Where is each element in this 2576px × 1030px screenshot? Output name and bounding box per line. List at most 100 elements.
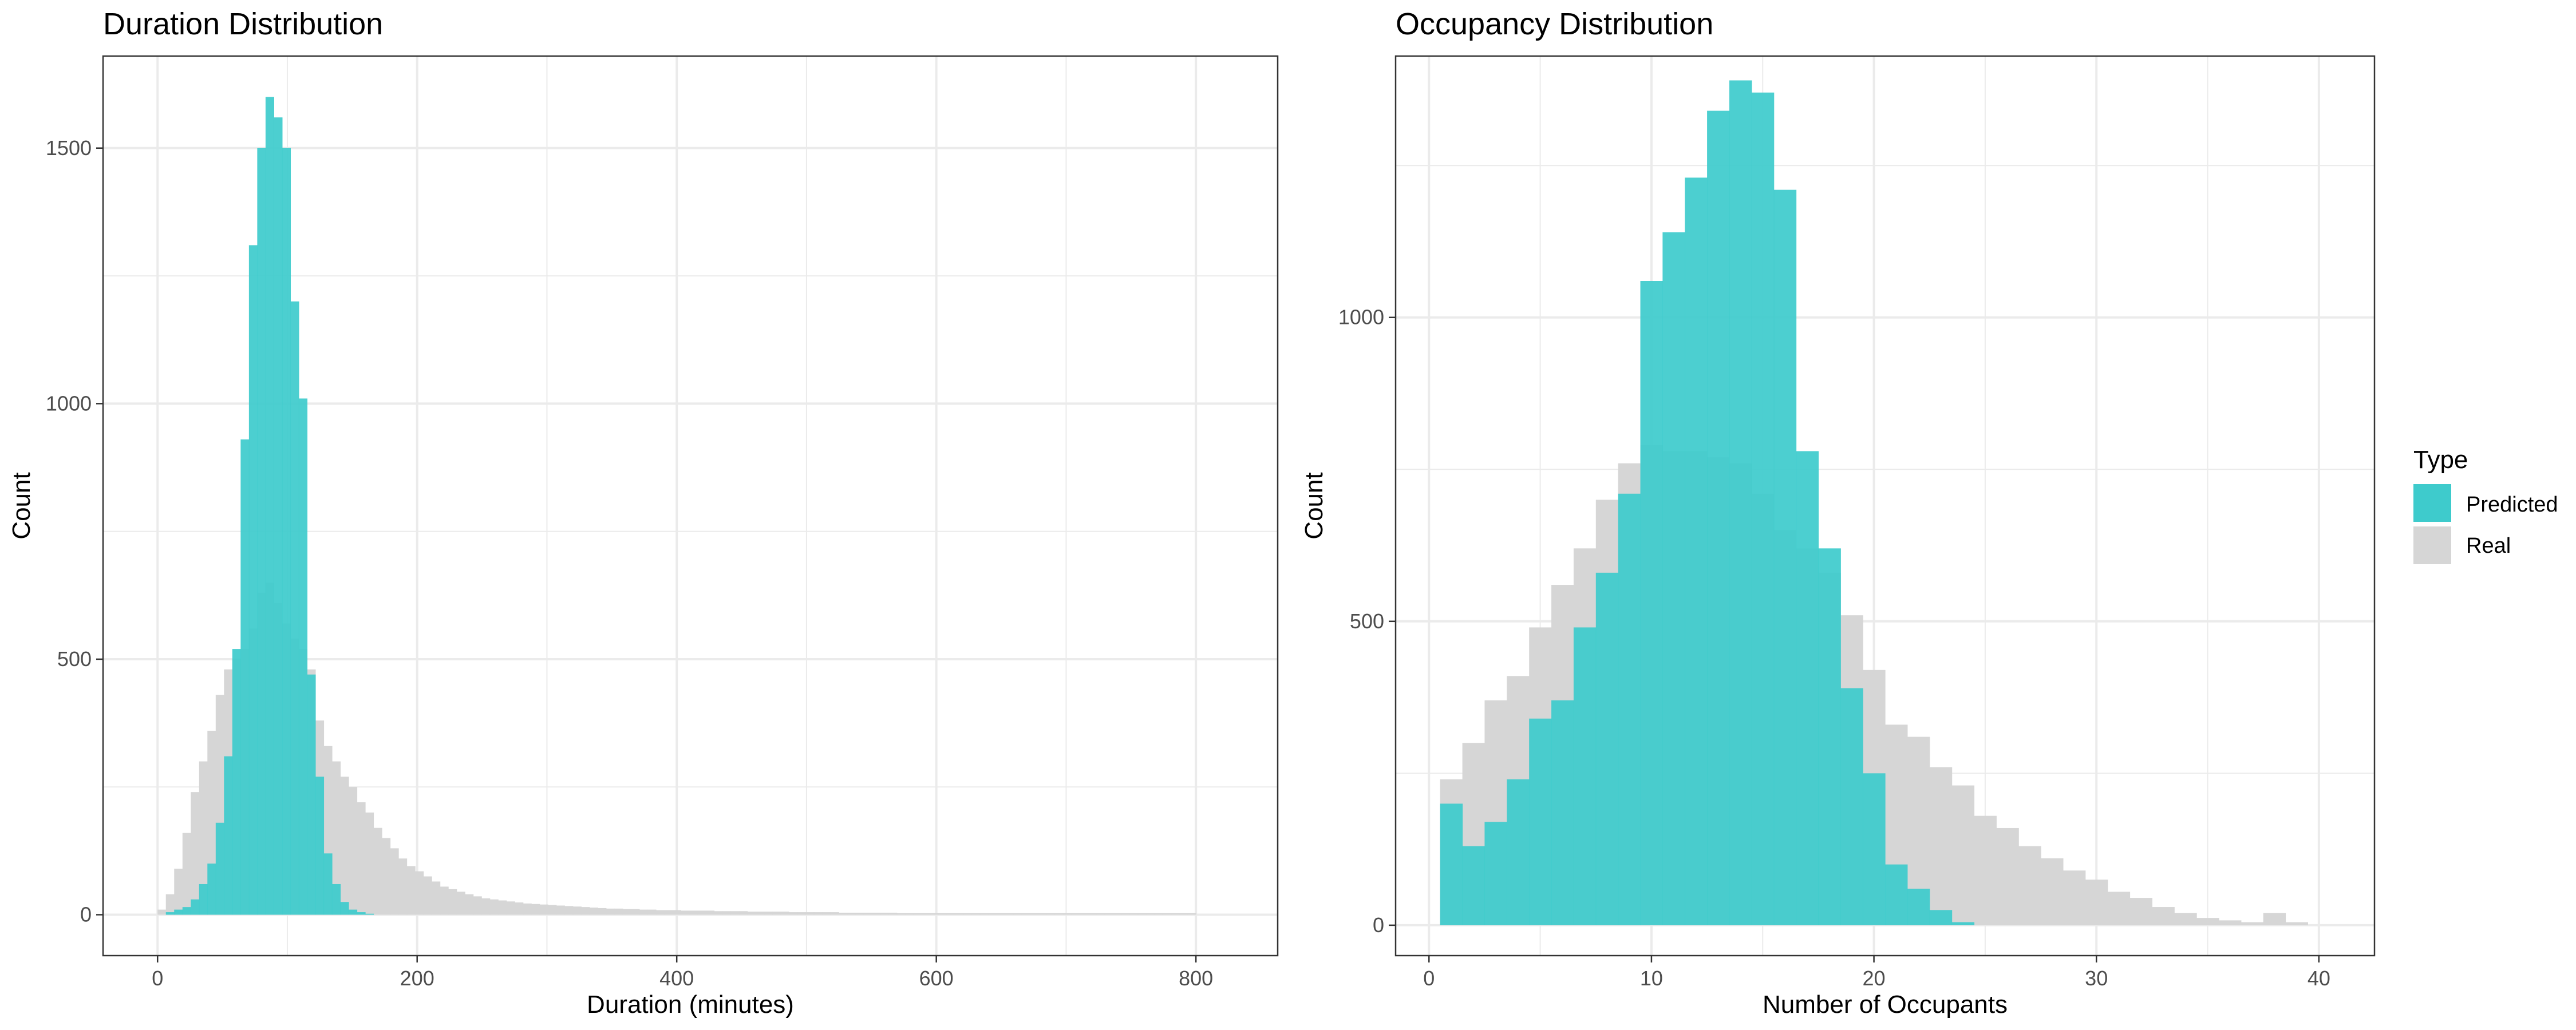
duration-real-bar <box>531 904 540 915</box>
duration-real-bar <box>1146 913 1155 915</box>
duration-real-bar <box>880 912 889 915</box>
occupancy-real-bar <box>2218 920 2242 925</box>
occupancy-predicted-bar <box>1729 80 1752 925</box>
duration-x-tick-label: 400 <box>659 966 694 990</box>
duration-real-bar <box>473 896 482 915</box>
duration-real-bar <box>705 910 715 915</box>
duration-real-bar <box>1071 913 1080 915</box>
duration-predicted-bar <box>174 909 183 915</box>
duration-real-bar <box>1137 913 1147 915</box>
duration-real-bar <box>1013 913 1022 915</box>
duration-real-bar <box>539 904 548 915</box>
occupancy-predicted-bar <box>1818 548 1841 925</box>
occupancy-predicted-bar <box>1484 822 1507 925</box>
duration-real-bar <box>772 912 781 915</box>
occupancy-predicted-bar <box>1662 232 1685 925</box>
occupancy-x-tick-label: 40 <box>2308 966 2330 990</box>
duration-real-bar <box>1121 913 1130 915</box>
duration-real-bar <box>955 913 964 915</box>
duration-predicted-bar <box>282 148 291 915</box>
duration-real-bar <box>714 911 723 915</box>
duration-real-bar <box>780 912 789 915</box>
occupancy-real-bar <box>2174 913 2197 925</box>
duration-real-bar <box>465 894 474 915</box>
occupancy-predicted-bar <box>1507 779 1530 925</box>
duration-real-bar <box>506 901 515 915</box>
occupancy-predicted-bar <box>1462 846 1485 925</box>
duration-predicted-bar <box>199 884 208 915</box>
duration-real-bar <box>689 910 698 915</box>
duration-real-bar <box>764 912 773 915</box>
duration-predicted-bar <box>331 884 341 915</box>
duration-y-tick-label: 1000 <box>46 391 92 415</box>
occupancy-real-bar <box>1974 815 1997 925</box>
duration-real-bar <box>481 898 491 915</box>
duration-real-bar <box>564 906 574 915</box>
duration-predicted-bar <box>224 756 233 915</box>
duration-real-bar <box>946 913 955 915</box>
duration-real-bar <box>382 838 391 915</box>
duration-real-bar <box>681 910 690 915</box>
duration-real-bar <box>340 777 349 915</box>
duration-real-bar <box>398 858 408 915</box>
occupancy-y-tick-label: 500 <box>1350 609 1384 633</box>
duration-real-bar <box>747 912 756 915</box>
duration-real-bar <box>647 909 657 915</box>
duration-real-bar <box>639 909 649 915</box>
duration-real-bar <box>614 908 623 915</box>
occupancy-predicted-bar <box>1685 177 1708 925</box>
duration-real-bar <box>988 913 997 915</box>
occupancy-panel: Occupancy Distribution 0 10 20 30 40 0 500 1000… <box>1300 7 2376 1019</box>
duration-real-bar <box>1088 913 1097 915</box>
duration-real-bar <box>855 912 864 915</box>
legend-label-real: Real <box>2466 534 2511 558</box>
occupancy-predicted-bar <box>1885 864 1908 925</box>
occupancy-predicted-bar <box>1796 451 1819 925</box>
occupancy-predicted-bars <box>1440 80 1975 925</box>
occupancy-real-bar <box>2285 922 2309 925</box>
duration-real-bar <box>174 869 183 915</box>
occupancy-predicted-bar <box>1773 189 1797 925</box>
occupancy-x-tick-label: 20 <box>1863 966 1886 990</box>
duration-real-bar <box>157 909 167 915</box>
duration-x-tick-label: 600 <box>919 966 954 990</box>
duration-predicted-bar <box>323 853 333 915</box>
duration-real-bar <box>581 907 590 915</box>
duration-real-bar <box>448 889 457 915</box>
duration-real-bar <box>631 909 640 915</box>
occupancy-predicted-bar <box>1863 773 1886 925</box>
duration-real-bar <box>938 913 947 915</box>
occupancy-predicted-bar <box>1595 572 1619 925</box>
duration-real-bar <box>1113 913 1122 915</box>
occupancy-y-tick-label: 0 <box>1373 913 1384 937</box>
duration-real-bar <box>456 892 465 915</box>
occupancy-predicted-bar <box>1529 718 1552 925</box>
duration-predicted-bar <box>191 899 200 915</box>
duration-predicted-bar <box>298 398 308 915</box>
occupancy-predicted-bar <box>1929 910 1953 925</box>
occupancy-predicted-bar <box>1951 922 1975 925</box>
occupancy-predicted-bar <box>1751 92 1775 925</box>
duration-real-bar <box>598 908 607 915</box>
legend-key-real <box>2413 526 2451 564</box>
duration-real-bar <box>331 761 341 915</box>
occupancy-axis-ticks: 0 10 20 30 40 0 500 1000 <box>1338 306 2330 990</box>
duration-real-bar <box>1005 913 1014 915</box>
duration-real-bar <box>415 871 424 915</box>
duration-predicted-bar <box>232 649 241 915</box>
duration-predicted-bar <box>365 913 374 915</box>
duration-predicted-bar <box>165 912 175 915</box>
duration-real-bar <box>1179 913 1188 915</box>
duration-predicted-bar <box>240 439 250 915</box>
duration-real-bar <box>515 902 524 915</box>
duration-real-bar <box>406 866 416 915</box>
duration-real-bar <box>730 911 740 915</box>
duration-predicted-bar <box>182 907 191 915</box>
duration-predicted-bar <box>215 822 224 915</box>
duration-real-bar <box>805 912 815 915</box>
duration-real-bar <box>722 911 732 915</box>
duration-real-bar <box>1054 913 1064 915</box>
duration-real-bar <box>1154 913 1163 915</box>
occupancy-real-bar <box>2041 858 2064 925</box>
duration-predicted-bar <box>315 777 325 915</box>
